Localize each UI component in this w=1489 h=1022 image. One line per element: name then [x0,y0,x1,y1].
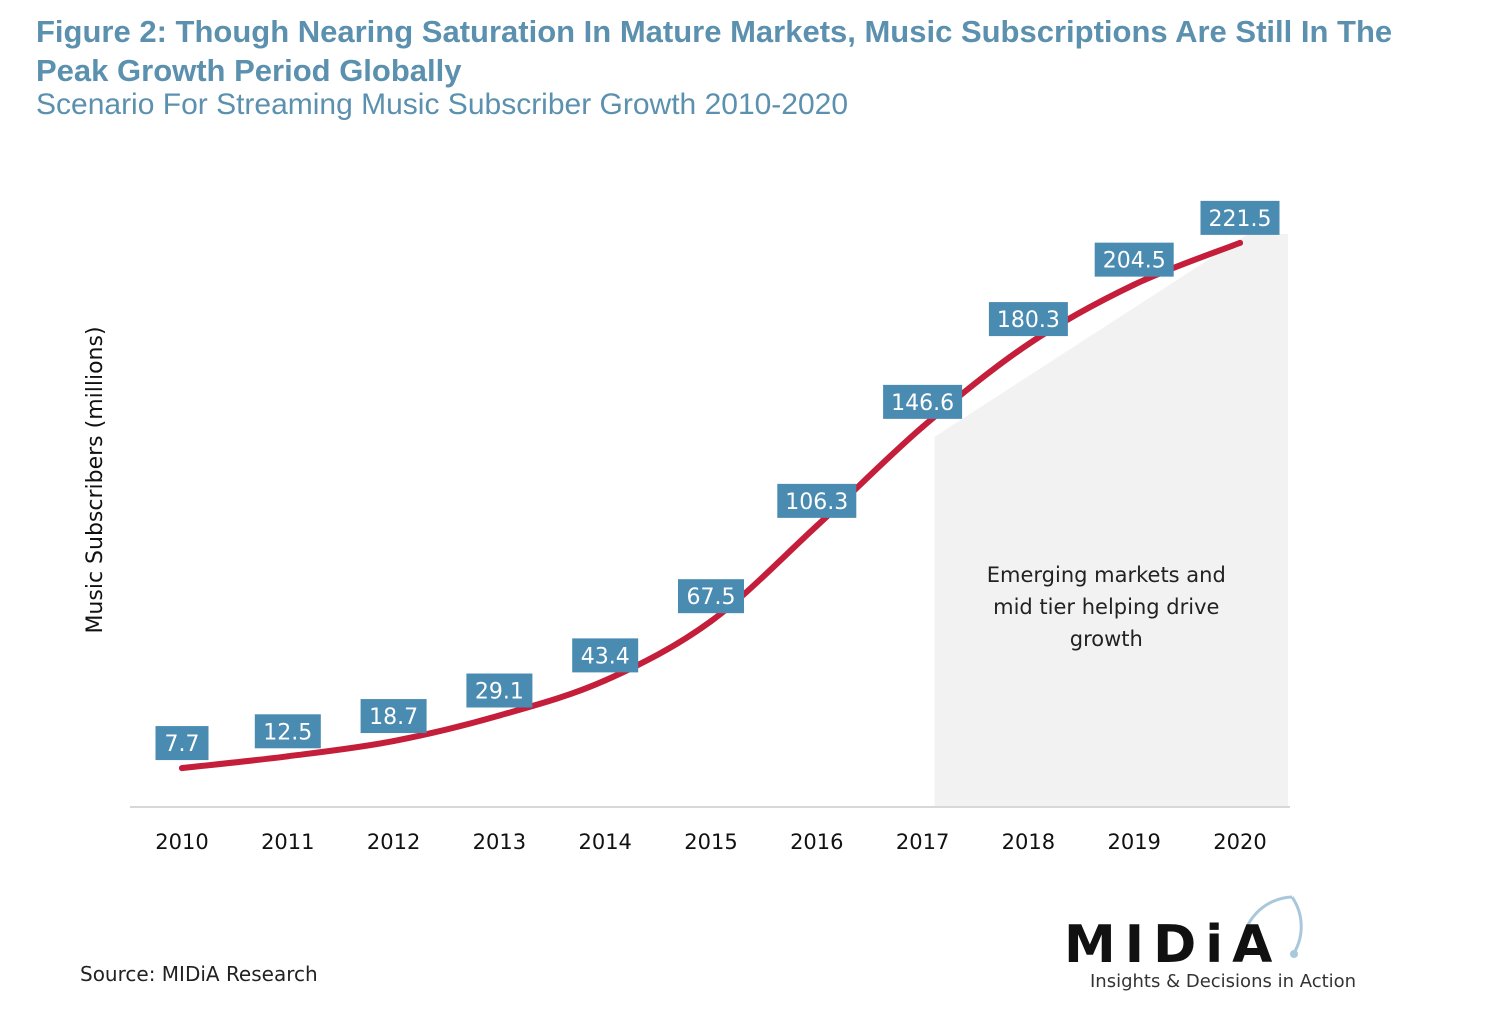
data-point-2017 [919,423,926,430]
x-tick-label-2014: 2014 [578,830,631,854]
data-point-2010 [179,765,185,772]
logo-wordmark: MIDiA [1064,915,1282,975]
data-label-box-2014 [572,638,639,673]
data-label-box-2017 [883,384,963,419]
data-label-box-2020 [1200,200,1280,235]
data-label-box-2011 [254,714,321,749]
x-tick-label-2011: 2011 [261,830,314,854]
source-note: Source: MIDiA Research [80,962,318,986]
data-point-2013 [496,712,503,719]
data-label-2018: 180.3 [997,308,1060,333]
data-label-2010: 7.7 [165,732,200,757]
data-point-2012 [390,738,397,745]
data-label-box-2012 [360,699,427,734]
x-tick-label-2018: 2018 [1002,830,1055,854]
data-point-2014 [602,677,609,684]
data-label-2015: 67.5 [687,585,736,610]
data-label-2020: 221.5 [1209,207,1272,232]
data-point-2019 [1131,281,1138,288]
data-label-2011: 12.5 [263,720,312,745]
data-label-2013: 29.1 [475,680,524,705]
data-label-box-2010 [155,726,209,761]
chart-title: Figure 2: Though Nearing Saturation In M… [36,14,1393,88]
data-label-2016: 106.3 [785,490,848,515]
x-tick-label-2015: 2015 [684,830,737,854]
x-tick-label-2020: 2020 [1213,830,1266,854]
annotation-line-1: Emerging markets and [987,563,1226,587]
x-tick-label-2010: 2010 [155,830,208,854]
logo-arc-icon [1240,895,1303,958]
midia-logo: MIDiA Insights & Decisions in Action [1062,895,1362,1005]
data-label-2014: 43.4 [581,644,630,669]
data-label-box-2016 [777,483,857,518]
data-point-2016 [813,522,820,529]
data-label-2019: 204.5 [1103,249,1166,274]
x-tick-label-2016: 2016 [790,830,843,854]
x-tick-label-2019: 2019 [1107,830,1160,854]
annotation-line-2: mid tier helping drive [993,595,1219,619]
x-tick-label-2012: 2012 [367,830,420,854]
chart-subtitle: Scenario For Streaming Music Subscriber … [36,88,849,121]
annotation-line-3: growth [1070,627,1143,651]
x-tick-label-2013: 2013 [473,830,526,854]
data-label-box-2015 [678,579,744,614]
data-point-2015 [708,618,714,625]
y-axis-label: Music Subscribers (millions) [83,326,108,633]
logo-tagline: Insights & Decisions in Action [1090,971,1357,992]
highlight-region [934,234,1288,807]
data-point-2011 [284,753,291,760]
data-label-box-2019 [1094,242,1174,277]
x-tick-label-2017: 2017 [896,830,949,854]
data-label-2017: 146.6 [891,391,954,416]
data-label-2012: 18.7 [369,705,418,730]
data-point-2018 [1025,341,1032,348]
data-point-2020 [1237,239,1243,246]
data-label-box-2013 [466,673,533,708]
data-label-box-2018 [988,302,1068,337]
